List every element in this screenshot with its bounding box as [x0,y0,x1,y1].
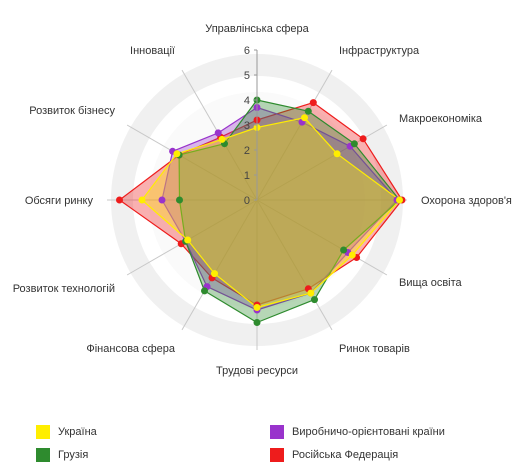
axis-label: Трудові ресурси [216,365,298,377]
legend-label-ukraine: Україна [58,426,97,438]
series-point[interactable] [304,107,312,115]
series-point[interactable] [158,196,166,204]
axis-label: Розвиток технологій [13,283,115,295]
radial-tick-label: 5 [244,70,250,82]
series-point[interactable] [348,251,356,259]
legend-label-russia: Росiйська Федерацiя [292,449,399,461]
radial-tick-label: 1 [244,170,250,182]
spoke-line [181,199,258,331]
axis-label: Вища освіта [399,277,463,289]
radial-tick-label: 2 [244,145,250,157]
series-point[interactable] [201,287,208,295]
axis-label: Фінансова сфера [86,343,175,355]
series-point[interactable] [211,270,218,278]
axis-label: Охорона здоров'я [421,195,512,207]
series-point[interactable] [359,135,367,143]
radial-tick-label: 3 [244,120,250,132]
series-point[interactable] [340,246,348,254]
legend-swatch-russia [270,448,284,462]
spoke-line [256,199,388,276]
legend-label-production-countries: Виробничо-орiєнтованi країни [292,426,445,438]
series-point[interactable] [176,196,183,204]
series-markers [116,96,406,326]
legend-swatch-production-countries [270,425,284,439]
axis-labels: Управлінська сфера Інфраструктура Макроеко… [13,23,512,377]
spoke-line [256,69,333,201]
spoke-line [126,124,258,201]
series-point[interactable] [350,140,358,148]
radial-tick-label: 0 [244,195,250,207]
series-point[interactable] [253,304,261,311]
axis-label: Інновації [130,45,175,57]
axis-label: Макроекономіка [399,113,483,125]
series-point[interactable] [214,129,222,137]
radial-tick-label: 4 [244,95,250,107]
series-point[interactable] [173,150,181,158]
axis-label: Управлінська сфера [205,23,309,35]
radial-tick-labels: 0 1 2 3 4 5 6 [244,45,258,207]
series-point[interactable] [301,114,308,122]
series-point[interactable] [184,236,192,244]
series-point[interactable] [309,99,317,107]
radar-chart: Управлінська сфера Інфраструктура Макроеко… [13,23,512,377]
axis-label: Інфраструктура [339,45,420,57]
axis-label: Розвиток бізнесу [29,105,115,117]
radial-tick-label: 6 [244,45,250,57]
series-point[interactable] [333,150,341,158]
legend-label-georgia: Грузiя [58,449,89,461]
axis-label: Ринок товарів [339,343,410,355]
series-point[interactable] [218,135,226,143]
spoke-line [126,199,258,276]
axis-label: Обсяги ринку [25,195,94,207]
series-point[interactable] [307,289,315,297]
legend-swatch-georgia [36,448,50,462]
series-point[interactable] [396,196,403,204]
series-point[interactable] [138,196,146,204]
series-point[interactable] [311,296,318,304]
series-point[interactable] [116,196,123,204]
spoke-line [256,199,333,331]
series-point[interactable] [253,319,261,326]
series-areas [118,99,403,324]
legend-swatch-ukraine [36,425,50,439]
